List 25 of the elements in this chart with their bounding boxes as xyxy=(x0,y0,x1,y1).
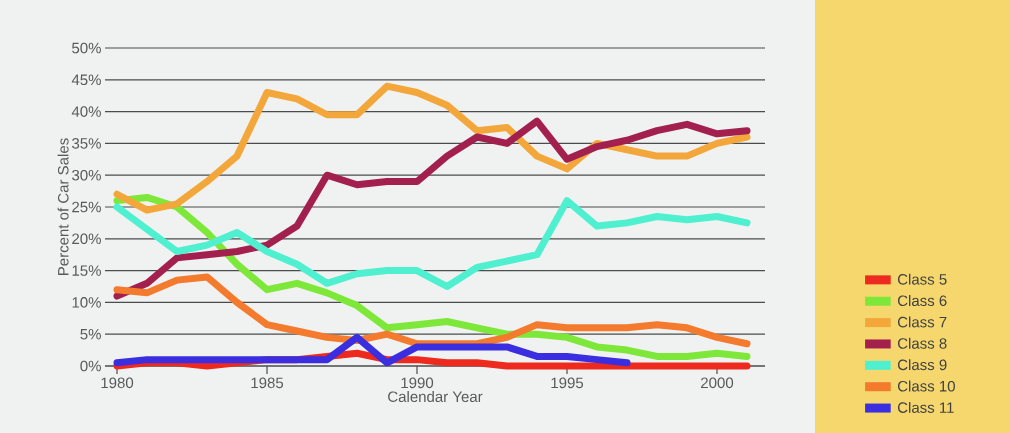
x-tick-label: 1990 xyxy=(401,377,434,389)
legend-label: Class 10 xyxy=(897,380,955,392)
legend-label: Class 11 xyxy=(897,401,954,413)
x-tick-label: 1995 xyxy=(551,377,584,389)
legend-label: Class 8 xyxy=(897,337,947,349)
y-tick-label: 40% xyxy=(71,106,101,117)
x-axis-title: Calendar Year xyxy=(388,391,483,403)
y-tick-label: 10% xyxy=(72,297,101,308)
legend-label: Class 7 xyxy=(897,316,947,328)
y-tick-label: 50% xyxy=(72,42,101,54)
y-tick-label: 0% xyxy=(80,360,101,372)
legend-label: Class 6 xyxy=(897,295,947,307)
x-tick-label: 2000 xyxy=(701,377,734,389)
y-tick-label: 20% xyxy=(72,233,101,245)
y-tick-label: 30% xyxy=(72,169,101,181)
y-tick-label: 25% xyxy=(72,201,101,213)
y-tick-label: 35% xyxy=(72,138,101,149)
y-tick-label: 5% xyxy=(80,328,101,340)
y-tick-label: 45% xyxy=(71,74,101,86)
x-tick-label: 1980 xyxy=(101,377,134,389)
legend-label: Class 5 xyxy=(897,273,947,285)
x-tick-label: 1985 xyxy=(251,377,284,389)
legend-label: Class 9 xyxy=(897,359,947,371)
y-tick-label: 15% xyxy=(72,265,101,276)
y-axis-title: Percent of Car Sales xyxy=(57,138,69,275)
